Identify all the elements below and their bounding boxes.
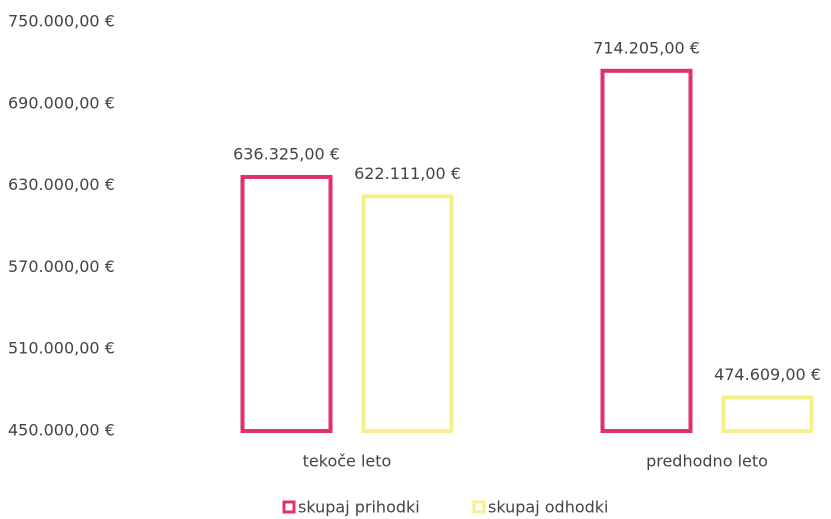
y-tick-label: 630.000,00 € <box>8 175 115 194</box>
legend-swatch <box>472 500 486 514</box>
legend-swatch <box>282 500 296 514</box>
y-tick-label: 690.000,00 € <box>8 93 115 112</box>
y-tick-label: 750.000,00 € <box>8 12 115 31</box>
x-tick-label: predhodno leto <box>646 452 768 471</box>
data-label: 622.111,00 € <box>354 164 461 183</box>
y-tick-label: 450.000,00 € <box>8 421 115 440</box>
bar <box>600 68 693 434</box>
y-tick-label: 570.000,00 € <box>8 257 115 276</box>
bar <box>721 395 814 434</box>
y-tick-label: 510.000,00 € <box>8 339 115 358</box>
data-label: 714.205,00 € <box>593 38 700 57</box>
bar <box>361 194 454 433</box>
bar <box>240 174 333 433</box>
legend-label: skupaj prihodki <box>298 498 420 517</box>
legend-label: skupaj odhodki <box>488 498 608 517</box>
data-label: 474.609,00 € <box>714 365 821 384</box>
data-label: 636.325,00 € <box>233 144 340 163</box>
x-tick-label: tekoče leto <box>303 452 392 471</box>
